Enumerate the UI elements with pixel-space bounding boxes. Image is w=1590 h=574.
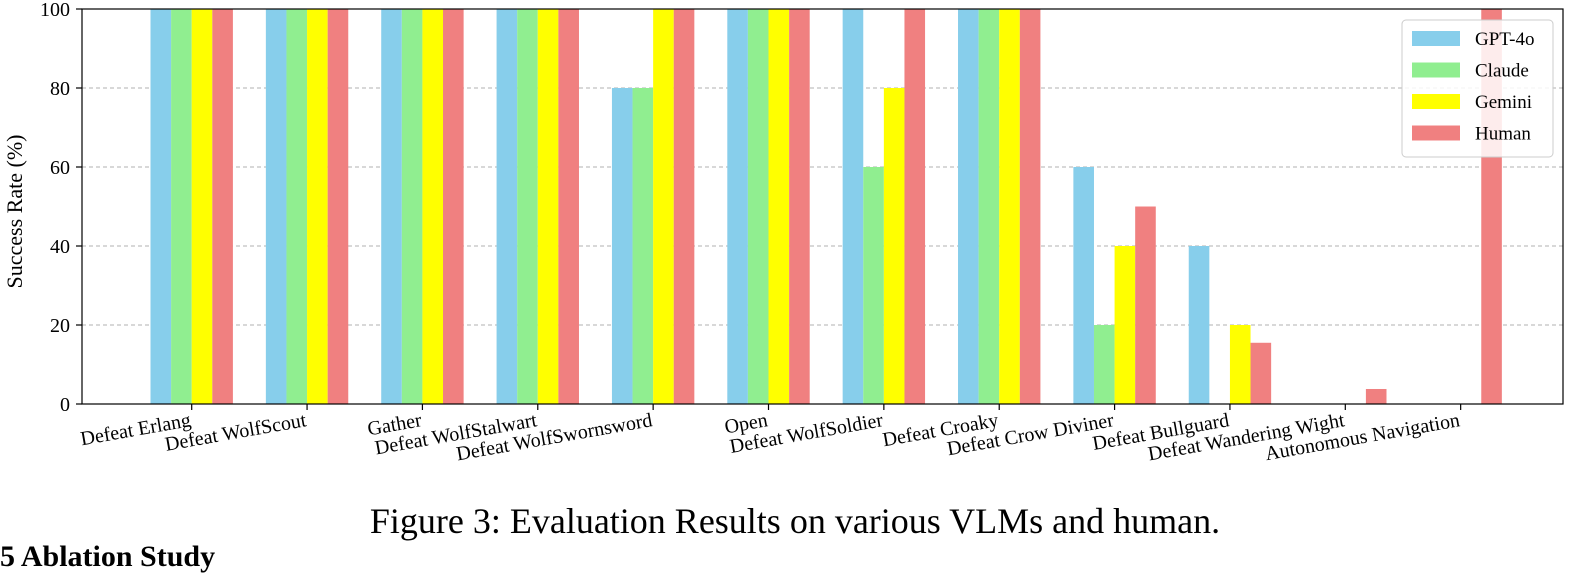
bar-gemini: [1114, 246, 1136, 404]
bar-gemini: [883, 88, 905, 404]
bar-gemini: [1229, 325, 1251, 404]
bar-claude: [978, 9, 1000, 404]
y-axis-label: Success Rate (%): [2, 135, 27, 289]
bar-gpt-4o: [727, 9, 748, 404]
y-tick-label: 0: [60, 394, 70, 416]
bar-claude: [747, 9, 769, 404]
bar-human: [673, 9, 695, 404]
bar-human: [558, 9, 579, 404]
y-tick-label: 20: [50, 315, 70, 337]
legend-swatch: [1412, 94, 1460, 109]
bar-claude: [401, 9, 423, 404]
section-heading: 5 Ablation Study: [0, 540, 216, 573]
figure-caption: Figure 3: Evaluation Results on various …: [369, 501, 1221, 541]
bar-gpt-4o: [150, 9, 172, 404]
bar-human: [1365, 388, 1387, 404]
bar-gpt-4o: [611, 88, 633, 404]
legend-swatch: [1412, 125, 1460, 141]
bar-human: [1135, 206, 1156, 404]
bar-gpt-4o: [1073, 167, 1094, 404]
legend-label: GPT-4o: [1475, 29, 1534, 50]
bar-gpt-4o: [842, 9, 864, 404]
bar-gpt-4o: [1188, 246, 1210, 404]
bar-claude: [632, 88, 654, 404]
bar-gemini: [191, 9, 213, 404]
bar-claude: [286, 9, 308, 404]
legend-label: Gemini: [1475, 92, 1532, 113]
bar-gemini: [307, 9, 328, 404]
y-tick-label: 80: [50, 78, 70, 100]
bar-claude: [171, 9, 192, 404]
bar-claude: [1093, 325, 1115, 404]
y-tick-label: 40: [50, 236, 70, 258]
bar-claude: [517, 9, 538, 404]
bar-gpt-4o: [958, 9, 979, 404]
bar-claude: [863, 167, 884, 404]
y-tick-label: 60: [50, 157, 70, 179]
bar-gemini: [768, 9, 790, 404]
bar-gpt-4o: [496, 9, 518, 404]
y-tick-label: 100: [40, 0, 70, 21]
bar-human: [789, 9, 810, 404]
bar-gemini: [422, 9, 444, 404]
legend-box: [1401, 19, 1554, 158]
bar-gemini: [999, 9, 1020, 404]
bar-human: [1019, 9, 1041, 404]
bar-gemini: [537, 9, 559, 404]
bar-human: [327, 9, 349, 404]
legend-label: Human: [1475, 124, 1531, 145]
bar-human: [212, 9, 233, 404]
bar-gpt-4o: [381, 9, 402, 404]
legend-swatch: [1412, 31, 1460, 46]
plot-frame: [81, 8, 1564, 405]
bar-human: [443, 9, 464, 404]
bar-gpt-4o: [265, 9, 287, 404]
bar-human: [1250, 342, 1272, 404]
legend-label: Claude: [1475, 61, 1529, 82]
legend-swatch: [1412, 62, 1460, 78]
bar-human: [904, 9, 926, 404]
bar-gemini: [653, 9, 674, 404]
